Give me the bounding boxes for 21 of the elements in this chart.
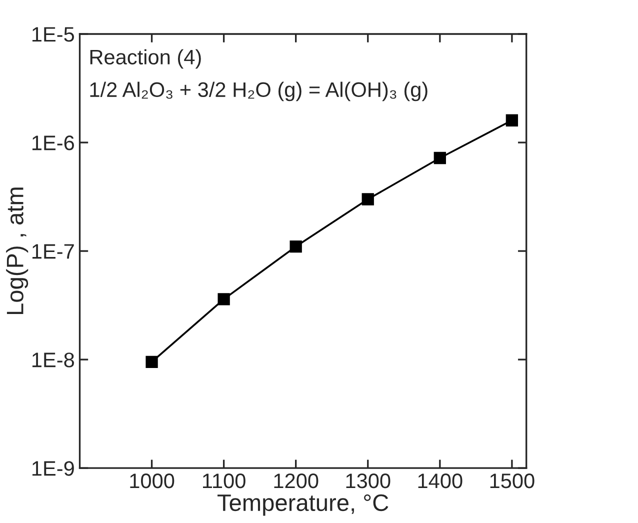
x-tick-label: 1500 — [490, 473, 534, 488]
y-tick-label: 1E-7 — [32, 244, 74, 259]
y-tick-label: 1E-9 — [32, 461, 74, 476]
point — [506, 114, 518, 126]
x-tick-label: 1100 — [203, 473, 246, 488]
x-tick-label: 1300 — [346, 473, 390, 488]
y-axis-title: Log(P) , atm — [6, 188, 28, 314]
point — [362, 193, 374, 206]
y-tick-label: 1E-5 — [32, 27, 74, 42]
y-tick-label: 1E-8 — [32, 352, 74, 368]
point — [146, 356, 158, 368]
y-tick-label: 1E-6 — [32, 136, 74, 150]
point — [290, 240, 302, 253]
point — [218, 293, 230, 306]
x-tick-label: 1000 — [130, 473, 174, 488]
x-axis-title: Temperature, °C — [218, 494, 388, 516]
annotation: Reaction (4) — [90, 49, 201, 69]
x-tick-label: 1200 — [274, 473, 318, 488]
point — [434, 152, 446, 164]
x-tick-label: 1400 — [418, 473, 462, 488]
annotation: 1/2 Al₂O₃ + 3/2 H₂O (g) = Al(OH)₃ (g) — [90, 82, 428, 102]
